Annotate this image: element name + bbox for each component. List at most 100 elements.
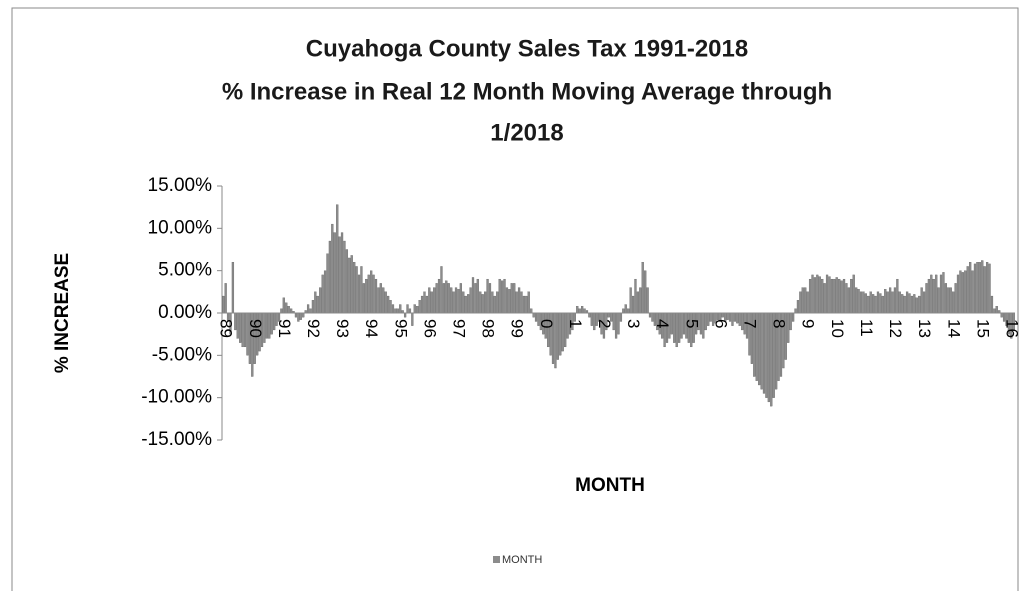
x-tick-label: 0 bbox=[537, 319, 556, 328]
bar bbox=[348, 257, 351, 314]
bar bbox=[850, 278, 853, 314]
bar bbox=[328, 240, 332, 314]
bar bbox=[614, 312, 618, 339]
bar bbox=[978, 262, 981, 314]
x-axis-title: MONTH bbox=[575, 475, 645, 496]
x-tick-label: 3 bbox=[624, 319, 643, 328]
bar bbox=[297, 312, 300, 322]
bar bbox=[520, 291, 523, 314]
bar bbox=[462, 291, 465, 314]
bar bbox=[338, 236, 341, 314]
bar bbox=[995, 306, 998, 314]
bar bbox=[971, 270, 974, 314]
bar bbox=[939, 274, 943, 314]
bar bbox=[498, 278, 501, 314]
bar bbox=[389, 300, 392, 314]
bar bbox=[988, 263, 991, 314]
bar bbox=[973, 263, 977, 314]
bar bbox=[493, 295, 496, 314]
bar bbox=[265, 312, 268, 339]
bar bbox=[323, 270, 327, 314]
bar bbox=[350, 255, 353, 314]
bar bbox=[648, 312, 652, 318]
bar bbox=[721, 312, 724, 318]
bar bbox=[522, 295, 526, 314]
bar bbox=[437, 278, 441, 314]
bar bbox=[241, 312, 244, 348]
bar bbox=[418, 300, 421, 314]
bar bbox=[811, 274, 814, 314]
x-tick-label: 12 bbox=[886, 319, 905, 338]
bar bbox=[280, 308, 283, 314]
x-tick-label: 2 bbox=[595, 319, 614, 328]
bar bbox=[762, 312, 766, 394]
bar bbox=[813, 277, 817, 314]
chart-title: % Increase in Real 12 Month Moving Avera… bbox=[222, 78, 832, 105]
bar bbox=[474, 283, 477, 314]
bar bbox=[379, 283, 382, 314]
bar bbox=[915, 297, 918, 314]
bar bbox=[367, 274, 370, 314]
bar bbox=[631, 295, 635, 314]
bar bbox=[818, 276, 821, 314]
bar bbox=[222, 295, 225, 314]
bar bbox=[316, 295, 319, 314]
bar bbox=[450, 287, 453, 314]
bar bbox=[627, 308, 630, 314]
x-tick-label: 92 bbox=[304, 319, 323, 338]
bar bbox=[285, 302, 288, 314]
bar bbox=[406, 304, 409, 314]
bar bbox=[459, 283, 462, 314]
bar bbox=[357, 274, 361, 314]
bar bbox=[852, 274, 855, 314]
bar bbox=[532, 312, 535, 318]
bar bbox=[704, 312, 707, 331]
bar bbox=[294, 312, 298, 318]
bar bbox=[959, 270, 962, 314]
bar bbox=[634, 278, 637, 314]
bar bbox=[282, 297, 285, 314]
bar bbox=[576, 306, 579, 314]
x-tick-label: 95 bbox=[391, 319, 410, 338]
bar bbox=[411, 312, 414, 326]
bar bbox=[920, 287, 923, 314]
bar bbox=[680, 312, 683, 339]
x-tick-label: 8 bbox=[770, 319, 789, 328]
bar bbox=[949, 287, 952, 314]
bar bbox=[641, 262, 644, 314]
bar bbox=[508, 289, 511, 314]
bar bbox=[644, 270, 647, 314]
bar bbox=[876, 291, 880, 314]
bar bbox=[622, 308, 625, 314]
y-tick-label: 15.00% bbox=[148, 175, 213, 196]
bar bbox=[530, 308, 533, 314]
bar bbox=[799, 291, 802, 314]
bar bbox=[801, 287, 804, 314]
bar bbox=[445, 280, 448, 314]
bar bbox=[326, 253, 329, 314]
bar bbox=[918, 295, 921, 314]
bar bbox=[561, 312, 564, 352]
bar bbox=[927, 278, 931, 314]
bar bbox=[581, 306, 584, 314]
bar bbox=[457, 289, 460, 314]
bar bbox=[360, 266, 363, 314]
x-tick-label: 99 bbox=[508, 319, 527, 338]
bar bbox=[639, 287, 642, 314]
chart-frame bbox=[11, 7, 1019, 591]
bar bbox=[302, 312, 305, 318]
bar bbox=[309, 308, 312, 314]
bar bbox=[372, 274, 375, 314]
bar bbox=[857, 289, 860, 314]
bar bbox=[413, 304, 416, 314]
bar bbox=[617, 312, 620, 335]
bar bbox=[403, 312, 407, 318]
bar bbox=[944, 283, 948, 314]
bar bbox=[607, 312, 610, 318]
bar bbox=[859, 291, 863, 314]
x-tick-label: 15 bbox=[973, 319, 992, 338]
bar bbox=[833, 278, 836, 314]
bar bbox=[231, 262, 235, 314]
bar bbox=[825, 274, 829, 314]
bar bbox=[707, 312, 710, 326]
